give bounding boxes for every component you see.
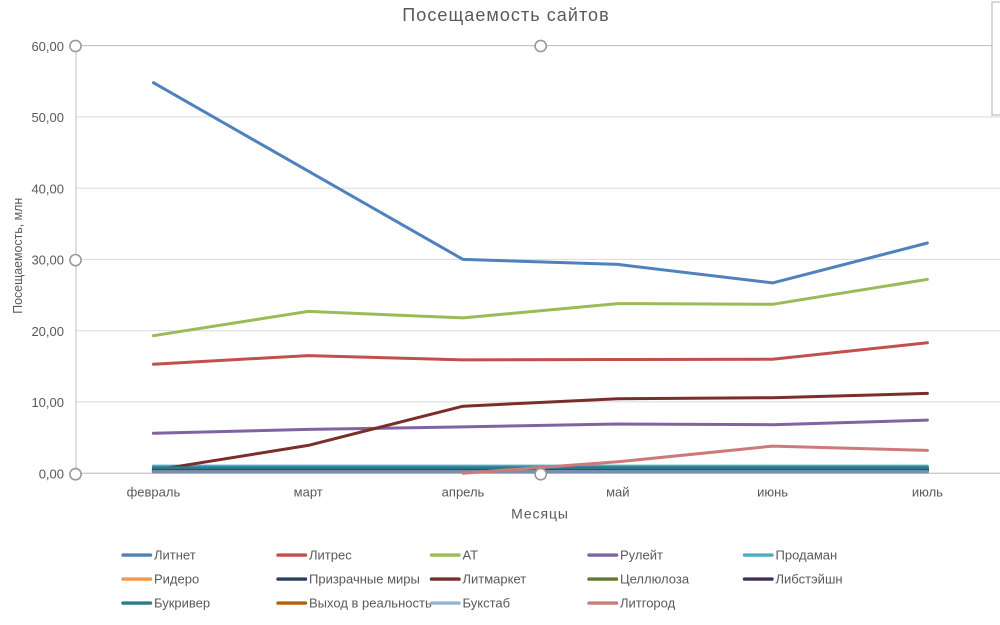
svg-text:Литнет: Литнет: [154, 548, 196, 563]
svg-text:июнь: июнь: [757, 485, 788, 500]
svg-text:март: март: [294, 485, 323, 500]
svg-text:Посещаемость сайтов: Посещаемость сайтов: [402, 5, 609, 25]
svg-text:0,00: 0,00: [39, 466, 64, 481]
svg-text:Ридеро: Ридеро: [154, 572, 199, 587]
svg-text:20,00: 20,00: [31, 324, 64, 339]
svg-text:АТ: АТ: [463, 548, 479, 563]
svg-text:Призрачные миры: Призрачные миры: [309, 572, 420, 587]
svg-text:60,00: 60,00: [31, 39, 64, 54]
svg-text:10,00: 10,00: [31, 395, 64, 410]
svg-text:Литрес: Литрес: [309, 548, 352, 563]
svg-text:февраль: февраль: [127, 485, 181, 500]
svg-text:Букстаб: Букстаб: [463, 596, 511, 611]
svg-text:Либстэйшн: Либстэйшн: [776, 572, 843, 587]
svg-text:50,00: 50,00: [31, 110, 64, 125]
svg-text:Литмаркет: Литмаркет: [463, 572, 527, 587]
svg-text:40,00: 40,00: [31, 181, 64, 196]
svg-text:30,00: 30,00: [31, 253, 64, 268]
svg-text:Букривер: Букривер: [154, 596, 210, 611]
svg-text:Рулейт: Рулейт: [620, 548, 663, 563]
svg-text:Продаман: Продаман: [776, 548, 838, 563]
svg-text:июль: июль: [912, 485, 943, 500]
svg-text:Целлюлоза: Целлюлоза: [620, 572, 690, 587]
svg-text:май: май: [606, 485, 629, 500]
svg-text:Выход в реальность: Выход в реальность: [309, 596, 432, 611]
svg-text:Литгород: Литгород: [620, 596, 676, 611]
svg-text:Посещаемость, млн: Посещаемость, млн: [10, 198, 25, 314]
svg-text:апрель: апрель: [442, 485, 485, 500]
svg-text:Месяцы: Месяцы: [511, 505, 569, 521]
